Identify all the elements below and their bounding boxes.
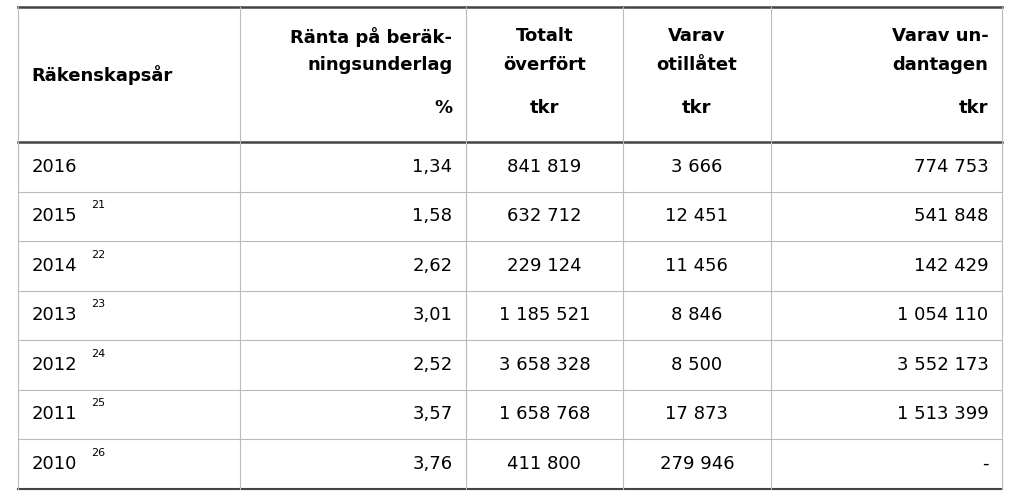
Text: 2,62: 2,62 xyxy=(412,257,452,275)
Text: Varav un-: Varav un- xyxy=(891,27,987,45)
Text: 2,52: 2,52 xyxy=(412,356,452,374)
Text: 22: 22 xyxy=(91,250,105,260)
Text: 8 500: 8 500 xyxy=(671,356,721,374)
Text: tkr: tkr xyxy=(529,99,558,117)
Text: otillåtet: otillåtet xyxy=(656,56,737,73)
Text: 26: 26 xyxy=(91,448,105,458)
Text: 411 800: 411 800 xyxy=(507,455,581,473)
Text: tkr: tkr xyxy=(682,99,711,117)
Text: 2014: 2014 xyxy=(32,257,77,275)
Text: 17 873: 17 873 xyxy=(664,405,728,423)
Text: 11 456: 11 456 xyxy=(664,257,728,275)
Text: 1 185 521: 1 185 521 xyxy=(498,307,590,324)
Text: 1,58: 1,58 xyxy=(412,207,452,225)
Text: Ränta på beräk-: Ränta på beräk- xyxy=(290,27,452,47)
Text: %: % xyxy=(434,99,452,117)
Text: 2015: 2015 xyxy=(32,207,77,225)
Text: 632 712: 632 712 xyxy=(506,207,581,225)
Text: 841 819: 841 819 xyxy=(506,158,581,176)
Text: 3 552 173: 3 552 173 xyxy=(896,356,987,374)
Text: 25: 25 xyxy=(91,398,105,408)
Text: överfört: överfört xyxy=(502,56,585,73)
Text: 3,57: 3,57 xyxy=(412,405,452,423)
Text: 24: 24 xyxy=(91,349,105,359)
Text: 2011: 2011 xyxy=(32,405,77,423)
Text: Varav: Varav xyxy=(667,27,725,45)
Text: 12 451: 12 451 xyxy=(664,207,728,225)
Text: 774 753: 774 753 xyxy=(913,158,987,176)
Text: 541 848: 541 848 xyxy=(913,207,987,225)
Text: 279 946: 279 946 xyxy=(659,455,734,473)
Text: 229 124: 229 124 xyxy=(506,257,581,275)
Text: 8 846: 8 846 xyxy=(671,307,721,324)
Text: -: - xyxy=(981,455,987,473)
Text: 21: 21 xyxy=(91,200,105,210)
Text: 2010: 2010 xyxy=(32,455,76,473)
Text: 1 513 399: 1 513 399 xyxy=(896,405,987,423)
Text: Totalt: Totalt xyxy=(515,27,573,45)
Text: 142 429: 142 429 xyxy=(913,257,987,275)
Text: 3,76: 3,76 xyxy=(412,455,452,473)
Text: ningsunderlag: ningsunderlag xyxy=(307,56,452,73)
Text: 3 666: 3 666 xyxy=(671,158,721,176)
Text: 2016: 2016 xyxy=(32,158,77,176)
Text: 1 054 110: 1 054 110 xyxy=(897,307,987,324)
Text: Räkenskapsår: Räkenskapsår xyxy=(32,65,172,85)
Text: 2013: 2013 xyxy=(32,307,77,324)
Text: tkr: tkr xyxy=(958,99,987,117)
Text: 23: 23 xyxy=(91,300,105,310)
Text: 2012: 2012 xyxy=(32,356,77,374)
Text: 1 658 768: 1 658 768 xyxy=(498,405,590,423)
Text: 1,34: 1,34 xyxy=(412,158,452,176)
Text: 3,01: 3,01 xyxy=(413,307,452,324)
Text: dantagen: dantagen xyxy=(892,56,987,73)
Text: 3 658 328: 3 658 328 xyxy=(498,356,590,374)
